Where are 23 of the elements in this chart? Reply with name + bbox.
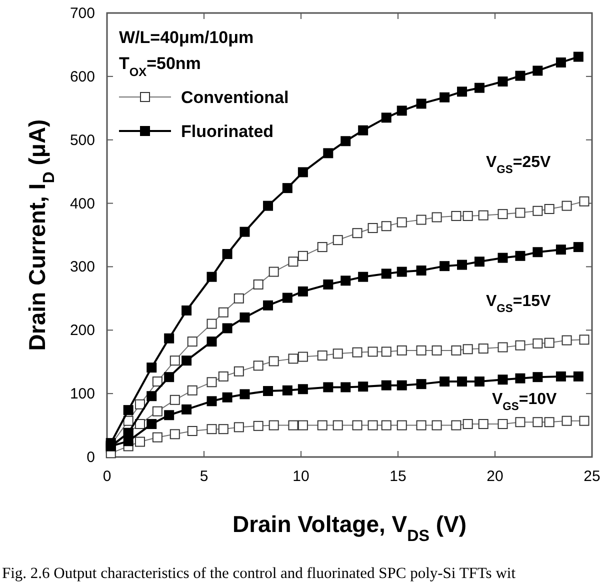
annotation: W/L=40μm/10μm [119,28,254,47]
x-axis-title: Drain Voltage, V$_{DS}$ (V) [232,511,467,545]
y-tick-label: 300 [70,258,95,276]
x-tick-label: 15 [390,468,406,485]
annotation: T$_{OX}$=50nm [119,54,201,79]
y-tick-label: 500 [70,132,95,149]
x-tick-label: 0 [102,468,112,485]
annotation: V$_{GS}$=25V [486,154,551,176]
x-tick-label: 5 [200,468,208,485]
annotation: V$_{GS}$=10V [492,391,557,413]
y-tick-label: 600 [70,68,95,86]
legend-label: Conventional [181,88,289,107]
x-tick-label: 10 [292,468,310,485]
legend-label: Fluorinated [181,122,274,141]
x-tick-label: 25 [584,468,600,485]
y-tick-label: 700 [70,5,95,22]
y-tick-label: 400 [70,195,95,212]
y-tick-label: 0 [86,449,95,466]
caption: Fig. 2.6 Output characteristics of the control and fluorinated SPC poly-Si TFTs wit [2,565,516,582]
y-tick-label: 100 [70,386,95,403]
x-tick-label: 20 [486,468,504,485]
annotation: V$_{GS}$=15V [486,293,551,315]
y-tick-label: 200 [70,322,95,340]
